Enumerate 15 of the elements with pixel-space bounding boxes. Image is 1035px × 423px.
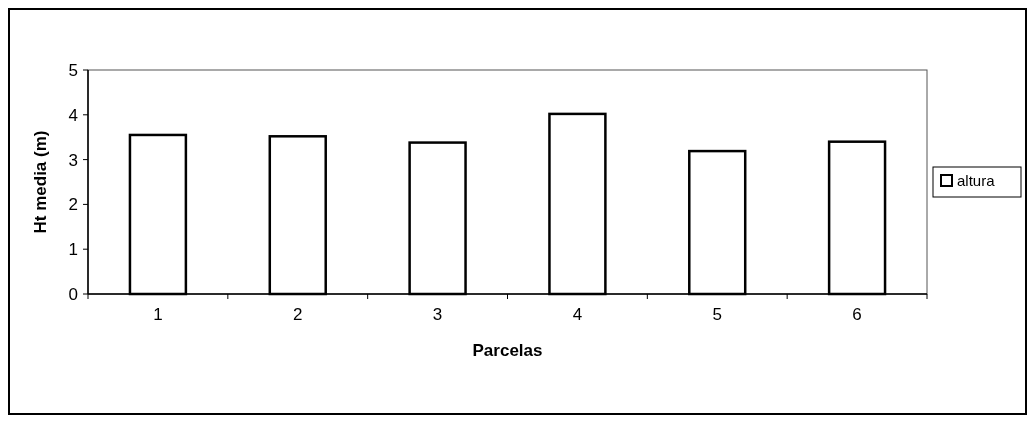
legend-label: altura (957, 172, 996, 190)
x-tick-label: 2 (293, 305, 303, 324)
y-tick-label: 3 (68, 150, 78, 170)
x-tick-label: 4 (572, 305, 583, 324)
y-tick-label: 2 (68, 195, 78, 215)
x-tick-label: 6 (852, 305, 862, 324)
y-tick-label: 4 (68, 105, 78, 125)
x-tick-label: 3 (432, 305, 443, 324)
y-axis-title: Ht media (m) (31, 130, 50, 234)
x-axis-title: Parcelas (472, 341, 543, 360)
y-tick-label: 1 (68, 240, 78, 260)
y-tick-label: 0 (68, 284, 78, 304)
x-tick-label: 1 (153, 305, 163, 324)
x-tick-label: 5 (712, 305, 722, 324)
y-tick-label: 5 (68, 60, 78, 80)
